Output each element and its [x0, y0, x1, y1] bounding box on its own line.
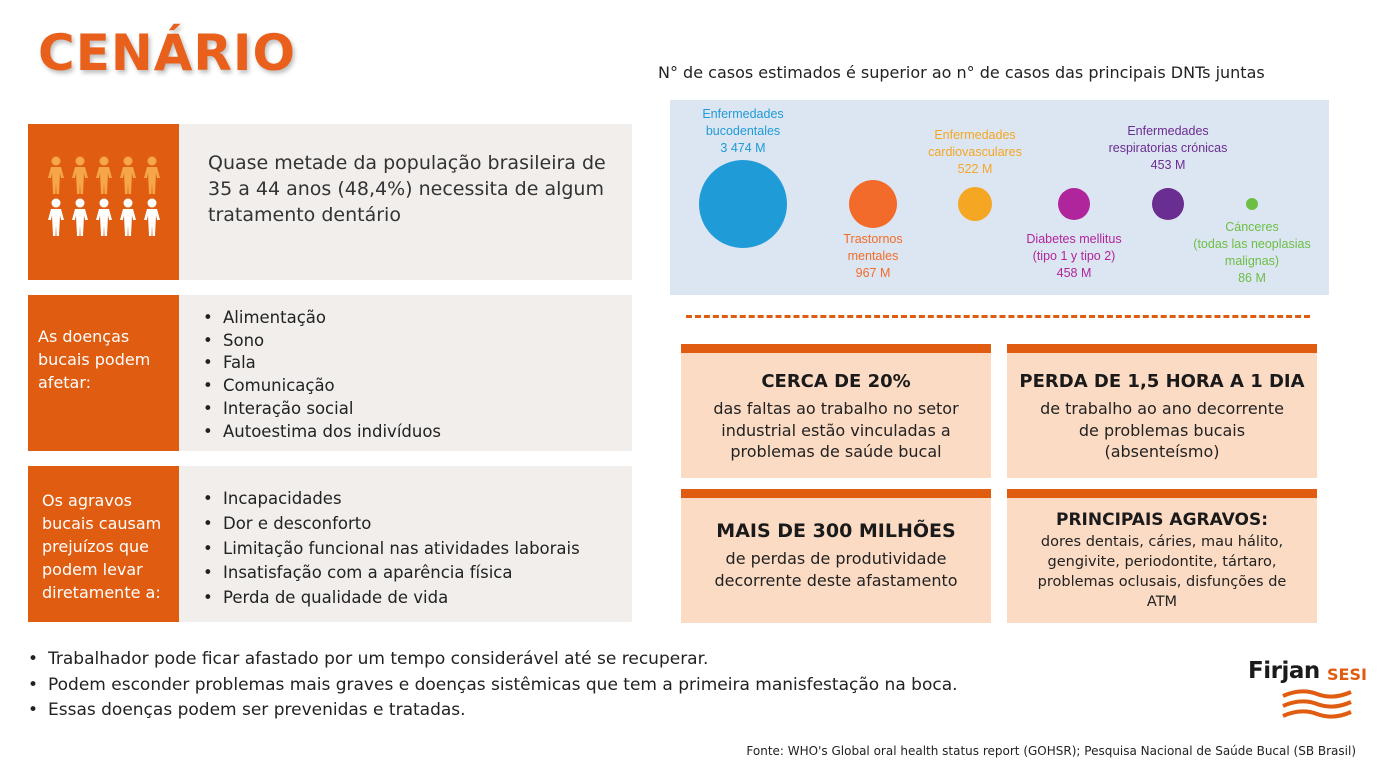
- card-body-line: problemas oclusais, disfunções de: [1037, 574, 1287, 590]
- person-icon: [48, 198, 64, 236]
- person-icon: [96, 156, 112, 194]
- bubble-value: 3 474 M: [720, 141, 765, 155]
- bubble-label: (tipo 1 y tipo 2): [1033, 249, 1116, 263]
- card-head: MAIS DE 300 MILHÕES: [716, 520, 956, 542]
- bubble-value: 967 M: [856, 266, 891, 280]
- list-item: Dor e desconforto: [203, 512, 580, 537]
- panel-label: Os agravos bucais causam prejuízos que p…: [42, 491, 162, 602]
- card-body-line: gengivite, periodontite, tártaro,: [1047, 554, 1277, 570]
- bubble: [1152, 188, 1184, 220]
- chart-title: N° de casos estimados é superior ao n° d…: [658, 63, 1265, 82]
- person-icon: [144, 156, 160, 194]
- firjan-sesi-logo: Firjan SESI: [1248, 658, 1368, 724]
- bubble-label: cardiovasculares: [928, 145, 1022, 159]
- card-body: de perdas de produtividade decorrente des…: [681, 548, 991, 591]
- card-body: de trabalho ao ano decorrente de problema…: [1007, 398, 1317, 463]
- list-item: Trabalhador pode ficar afastado por um t…: [28, 647, 958, 673]
- card-head: PRINCIPAIS AGRAVOS:: [1055, 510, 1268, 530]
- logo-firjan: Firjan: [1248, 658, 1320, 684]
- injuries-list: IncapacidadesDor e desconfortoLimitação …: [203, 487, 580, 611]
- bottom-bullets: Trabalhador pode ficar afastado por um t…: [28, 647, 958, 724]
- card-body-line: (absenteísmo): [1104, 442, 1220, 461]
- bubble-label: Enfermedades: [1127, 124, 1208, 138]
- person-icon: [72, 156, 88, 194]
- person-icon: [144, 198, 160, 236]
- bubble: [1246, 198, 1258, 210]
- person-icon: [96, 198, 112, 236]
- bubble-label: Enfermedades: [934, 128, 1015, 142]
- list-item: Autoestima dos indivíduos: [203, 421, 441, 444]
- list-item: Comunicação: [203, 375, 441, 398]
- injuries-panel: Os agravos bucais causam prejuízos que p…: [28, 466, 632, 622]
- list-item: Podem esconder problemas mais graves e d…: [28, 673, 958, 699]
- card-body-line: decorrente deste afastamento: [714, 570, 958, 590]
- population-panel: Quase metade da população brasileira de …: [28, 124, 632, 280]
- list-item: Sono: [203, 330, 441, 353]
- card-body-line: problemas de saúde bucal: [730, 442, 942, 461]
- list-item: Interação social: [203, 398, 441, 421]
- list-item: Essas doenças podem ser prevenidas e tra…: [28, 698, 958, 724]
- card-body-line: de problemas bucais: [1078, 420, 1246, 440]
- card-head: CERCA DE 20%: [761, 371, 911, 392]
- card-body-line: dores dentais, cáries, mau hálito,: [1040, 534, 1284, 550]
- logo-sesi: SESI: [1327, 665, 1367, 684]
- panel-side: [28, 124, 179, 280]
- card-body-line: de trabalho ao ano decorrente: [1040, 399, 1284, 418]
- card-body: das faltas ao trabalho no setor industria…: [681, 398, 991, 463]
- list-item: Perda de qualidade de vida: [203, 586, 580, 611]
- dashed-divider: [686, 315, 1310, 318]
- bubble-label: respiratorias crónicas: [1109, 141, 1228, 155]
- card-body-line: de perdas de produtividade: [725, 549, 947, 568]
- diseases-affect-panel: As doenças bucais podem afetar: Alimenta…: [28, 295, 632, 451]
- card-body-line: industrial estão vinculadas a: [721, 420, 951, 440]
- bubble-value: 453 M: [1151, 158, 1186, 172]
- bubble-label: Enfermedades: [702, 107, 783, 121]
- bubble-label: (todas las neoplasias: [1193, 237, 1310, 251]
- card-body-line: ATM: [1146, 594, 1178, 610]
- person-icon: [72, 198, 88, 236]
- bubble: [1058, 188, 1090, 220]
- logo-waves-icon: [1282, 689, 1352, 719]
- person-icon: [120, 156, 136, 194]
- panel-label: As doenças bucais podem afetar:: [38, 327, 151, 392]
- bubble-label: Diabetes mellitus: [1026, 232, 1121, 246]
- stat-card: PRINCIPAIS AGRAVOS: dores dentais, cárie…: [1007, 489, 1317, 623]
- panel-side: Os agravos bucais causam prejuízos que p…: [28, 466, 179, 622]
- list-item: Fala: [203, 352, 441, 375]
- bubble-value: 86 M: [1238, 271, 1266, 285]
- list-item: Limitação funcional nas atividades labor…: [203, 537, 580, 562]
- list-item: Alimentação: [203, 307, 441, 330]
- list-item: Incapacidades: [203, 487, 580, 512]
- source-note: Fonte: WHO's Global oral health status r…: [746, 744, 1356, 758]
- bubble: [699, 160, 787, 248]
- population-text: Quase metade da população brasileira de …: [208, 152, 606, 226]
- person-icon: [48, 156, 64, 194]
- bubble-value: 458 M: [1057, 266, 1092, 280]
- list-item: Insatisfação com a aparência física: [203, 561, 580, 586]
- bubble: [849, 180, 897, 228]
- page-title: CENÁRIO: [38, 24, 297, 82]
- bubble: [958, 187, 992, 221]
- bubble-label: Trastornos: [843, 232, 902, 246]
- bubble-chart-svg: Enfermedades bucodentales 3 474 M Trastorno…: [699, 107, 1311, 285]
- stat-card: CERCA DE 20% das faltas ao trabalho no s…: [681, 344, 991, 478]
- panel-side: As doenças bucais podem afetar:: [28, 295, 179, 451]
- card-body: dores dentais, cáries, mau hálito, gengiv…: [1007, 532, 1317, 612]
- bubble-label: mentales: [848, 249, 899, 263]
- bubble-label: bucodentales: [706, 124, 780, 138]
- affect-list: AlimentaçãoSonoFalaComunicaçãoInteração …: [203, 307, 441, 444]
- bubble-label: Cánceres: [1225, 220, 1279, 234]
- person-icon: [120, 198, 136, 236]
- bubble-value: 522 M: [958, 162, 993, 176]
- card-body-line: das faltas ao trabalho no setor: [713, 399, 959, 418]
- people-icon: [48, 156, 160, 236]
- bubble-chart: Enfermedades bucodentales 3 474 M Trastorno…: [670, 100, 1329, 295]
- stat-card: PERDA DE 1,5 HORA A 1 DIA de trabalho ao…: [1007, 344, 1317, 478]
- bubble-label: malignas): [1225, 254, 1279, 268]
- card-head: PERDA DE 1,5 HORA A 1 DIA: [1019, 371, 1305, 392]
- stat-card: MAIS DE 300 MILHÕES de perdas de produti…: [681, 489, 991, 623]
